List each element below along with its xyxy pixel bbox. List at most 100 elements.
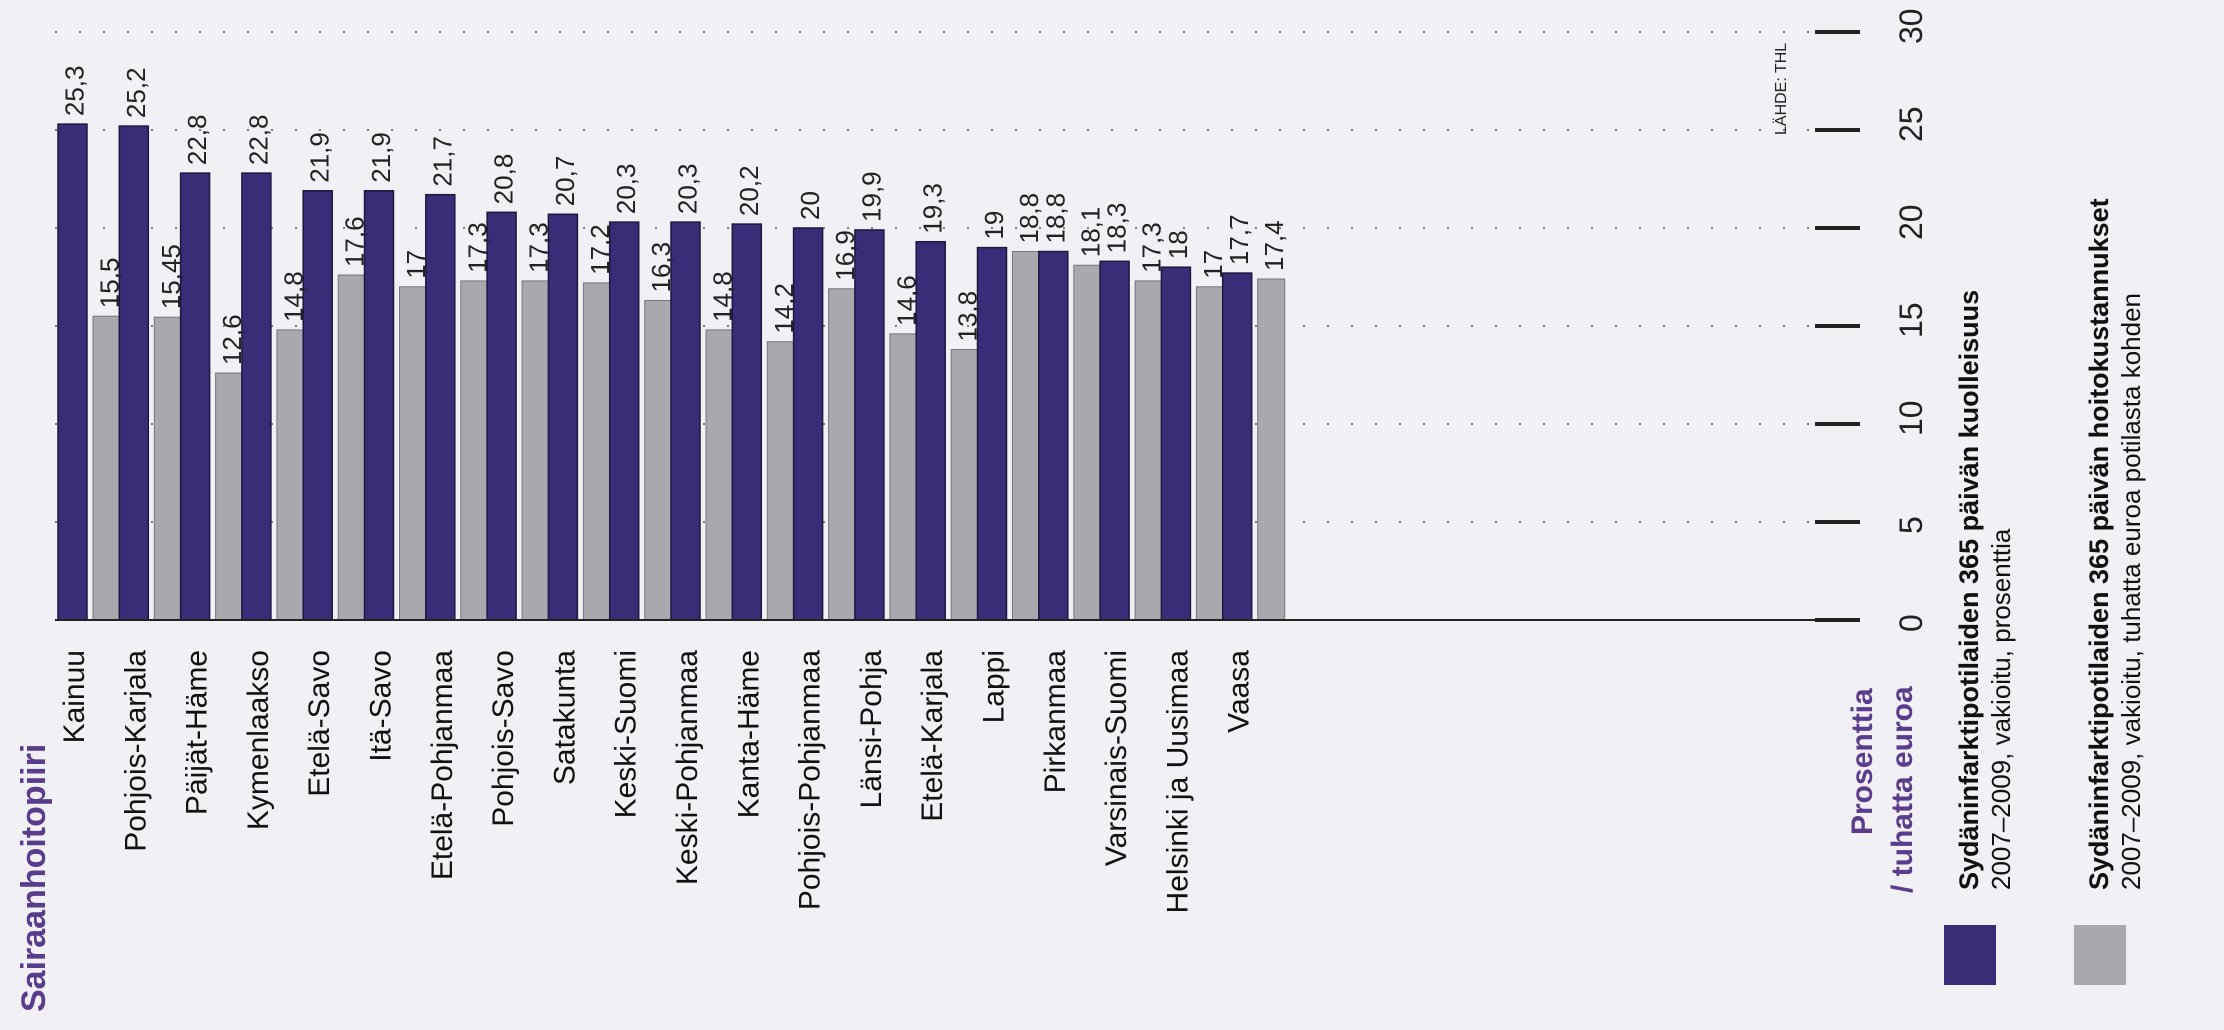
category-label: Keski-Suomi — [610, 650, 643, 818]
bar-mortality — [1099, 260, 1130, 621]
bar-cost — [1257, 278, 1286, 621]
bar-mortality — [1038, 250, 1069, 621]
bar-mortality — [1160, 266, 1192, 621]
bar-cost — [399, 286, 427, 621]
category-label: Lappi — [978, 650, 1011, 723]
category-label: Länsi-Pohja — [855, 650, 888, 809]
axis-unit-label-1: Prosenttia — [1846, 688, 1879, 835]
data-label-cost: 17 — [1198, 250, 1228, 279]
data-label-mortality: 20 — [795, 191, 825, 220]
category-label: Pirkanmaa — [1039, 650, 1072, 794]
legend-subtitle: 2007–2009, vakioitu, prosenttia — [1986, 528, 2016, 890]
bar-mortality — [118, 125, 150, 621]
bar-cost — [644, 300, 673, 621]
data-label-mortality: 22,8 — [243, 115, 273, 166]
bar-mortality — [1221, 272, 1253, 621]
category-label: Etelä-Karjala — [916, 650, 949, 822]
data-label-mortality: 18 — [1163, 230, 1193, 259]
bar-mortality — [976, 246, 1008, 621]
legend-swatch-mortality — [1944, 925, 1996, 985]
data-label-mortality: 18,3 — [1102, 203, 1132, 254]
data-label-cost: 15,45 — [156, 244, 186, 309]
data-label-cost: 15,5 — [95, 258, 125, 309]
tick-label: 5 — [1893, 516, 1929, 534]
data-label-cost: 13,8 — [953, 291, 983, 342]
tick-label: 15 — [1893, 302, 1929, 338]
category-label: Kanta-Häme — [732, 650, 765, 818]
bar-cost — [215, 372, 244, 621]
tick-label: 25 — [1893, 106, 1929, 142]
data-label-cost: 16,9 — [830, 230, 860, 281]
category-label: Itä-Savo — [365, 650, 398, 762]
bar-cost — [92, 315, 121, 621]
bar-cost — [766, 341, 795, 621]
data-label-cost: 17,4 — [1259, 220, 1289, 271]
legend-name: Sydäninfarktipotilaiden 365 päivän kuoll… — [1954, 290, 1984, 890]
data-label-cost: 18,8 — [1014, 193, 1044, 244]
bar-cost — [460, 280, 489, 621]
bar-cost — [889, 333, 918, 621]
data-label-cost: 17,3 — [524, 222, 554, 273]
category-label: Keski-Pohjanmaa — [671, 650, 704, 885]
data-label-mortality: 20,3 — [673, 164, 703, 215]
bar-mortality — [792, 227, 824, 621]
bar-cost — [582, 282, 611, 621]
category-label: Helsinki ja Uusimaa — [1161, 650, 1194, 914]
bar-mortality — [854, 229, 885, 621]
category-label: Kymenlaakso — [242, 650, 275, 830]
bar-cost — [276, 329, 305, 621]
data-label-cost: 12,6 — [217, 314, 247, 365]
data-label-mortality: 21,9 — [366, 132, 396, 183]
legend-swatch-cost — [2074, 925, 2126, 985]
data-label-cost: 17,6 — [340, 216, 370, 267]
category-label: Pohjois-Karjala — [119, 650, 152, 852]
data-label-cost: 17,3 — [1137, 222, 1167, 273]
bar-mortality — [547, 213, 579, 621]
bar-cost — [1134, 280, 1163, 621]
bar-mortality — [670, 221, 701, 621]
data-label-cost: 17,3 — [462, 222, 492, 273]
bar-cost — [1012, 251, 1040, 621]
bar-cost — [337, 274, 366, 621]
bar-cost — [153, 316, 182, 621]
data-label-cost: 18,1 — [1075, 207, 1105, 258]
data-label-cost: 14,8 — [708, 271, 738, 322]
data-label-mortality: 20,8 — [489, 154, 519, 205]
bar-cost — [1073, 264, 1102, 621]
category-label: Päijät-Häme — [181, 650, 214, 815]
data-label-mortality: 20,7 — [550, 156, 580, 207]
bar-cost — [521, 280, 550, 621]
bar-cost — [705, 329, 734, 621]
data-label-mortality: 20,2 — [734, 165, 764, 216]
tick-label: 30 — [1893, 8, 1929, 44]
category-label: Varsinais-Suomi — [1100, 650, 1133, 866]
category-label: Etelä-Pohjanmaa — [426, 650, 459, 880]
data-label-cost: 17,2 — [585, 224, 615, 275]
chart-title: Sairaanhoitopiiri — [15, 744, 53, 1012]
category-label: Kainuu — [58, 650, 91, 743]
data-label-cost: 14,8 — [278, 271, 308, 322]
category-label: Vaasa — [1223, 650, 1256, 733]
category-label: Etelä-Savo — [303, 650, 336, 797]
data-label-mortality: 18,8 — [1040, 193, 1070, 244]
data-label-mortality: 21,7 — [427, 136, 457, 187]
data-label-mortality: 17,7 — [1224, 214, 1254, 265]
data-label-mortality: 19,9 — [856, 171, 886, 222]
data-label-mortality: 22,8 — [182, 115, 212, 166]
data-label-cost: 14,6 — [891, 275, 921, 326]
tick-label: 0 — [1893, 614, 1929, 632]
category-label: Pohjois-Savo — [487, 650, 520, 827]
bar-mortality — [57, 123, 88, 621]
bar-mortality — [302, 190, 333, 621]
data-label-mortality: 21,9 — [305, 132, 335, 183]
data-label-mortality: 25,3 — [60, 66, 90, 117]
tick-label: 20 — [1893, 204, 1929, 240]
bar-mortality — [608, 221, 640, 621]
bar-mortality — [241, 172, 272, 621]
tick-label: 10 — [1893, 400, 1929, 436]
data-label-mortality: 19,3 — [918, 183, 948, 234]
bar-cost — [950, 349, 979, 621]
data-label-cost: 16,3 — [646, 242, 676, 293]
